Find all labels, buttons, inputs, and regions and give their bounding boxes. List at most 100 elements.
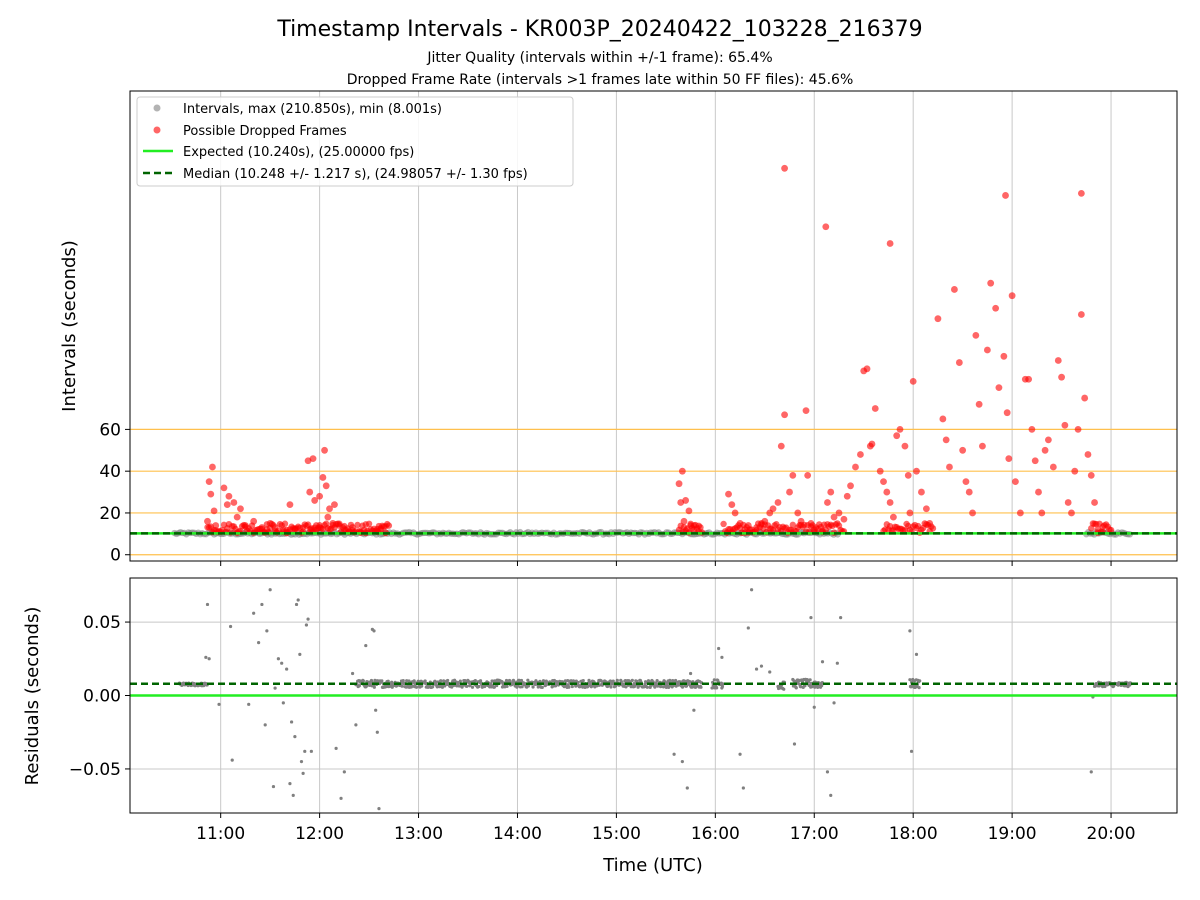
dropped-frame-point <box>774 499 782 506</box>
dropped-frame-point <box>291 526 299 534</box>
legend: Intervals, max (210.850s), min (8.001s) … <box>136 96 574 187</box>
residual-point <box>619 679 623 684</box>
residual-point <box>252 611 256 615</box>
residual-point <box>680 759 684 764</box>
residual-point <box>581 679 585 683</box>
residual-point <box>680 685 685 689</box>
residual-point <box>635 679 639 683</box>
residual-point <box>717 646 721 651</box>
dropped-frame-point <box>789 471 797 479</box>
residual-point <box>217 702 221 706</box>
dropped-frame-point <box>322 482 330 490</box>
dropped-frame-point <box>230 499 238 506</box>
dropped-frame-point <box>761 517 769 525</box>
residual-point <box>285 667 289 671</box>
dropped-frame-point <box>736 520 744 527</box>
dropped-frame-point <box>810 526 818 534</box>
dropped-frame-point <box>1012 478 1019 486</box>
residual-point <box>276 657 280 661</box>
dropped-frame-point <box>1087 471 1095 479</box>
legend-intervals-label: Intervals, max (210.850s), min (8.001s) <box>183 102 442 117</box>
residual-point <box>374 708 378 712</box>
residuals-y-tick-label: 0.05 <box>83 613 121 633</box>
dropped-frame-point <box>1000 352 1008 360</box>
residual-point <box>624 685 628 689</box>
dropped-frame-point <box>1061 421 1069 429</box>
residual-point <box>569 679 573 683</box>
dropped-frame-point <box>975 400 983 408</box>
residual-point <box>204 655 208 659</box>
dropped-frame-point <box>1003 409 1011 417</box>
dropped-frame-point <box>311 497 319 504</box>
dropped-frame-point <box>840 515 848 523</box>
residual-point <box>909 749 914 753</box>
residual-point <box>309 749 313 753</box>
dropped-frame-point <box>1008 292 1016 300</box>
dropped-frame-point <box>794 509 802 517</box>
residual-point <box>446 678 450 683</box>
residual-point <box>442 679 446 683</box>
dropped-frame-point <box>913 467 920 475</box>
dropped-frame-point <box>1091 499 1098 506</box>
residual-point <box>361 679 365 683</box>
residual-point <box>281 701 285 705</box>
dropped-frame-point <box>731 509 739 517</box>
residual-point <box>301 771 305 775</box>
dropped-frame-point <box>1038 509 1046 517</box>
dropped-frame-point <box>987 279 995 287</box>
x-tick-label: 19:00 <box>988 824 1037 844</box>
dropped-frame-point <box>939 415 947 423</box>
residual-point <box>458 679 462 683</box>
dropped-frame-point <box>909 377 917 385</box>
dropped-frame-point <box>847 482 854 490</box>
dropped-frame-point <box>306 488 314 496</box>
legend-expected-label: Expected (10.240s), (25.00000 fps) <box>183 145 414 160</box>
residual-point <box>720 655 724 659</box>
residual-point <box>782 687 786 691</box>
dropped-frame-point <box>1028 426 1036 433</box>
residuals-y-tick-label: −0.05 <box>69 760 121 780</box>
residual-point <box>505 684 509 688</box>
dropped-frame-point <box>781 164 788 172</box>
dropped-frame-point <box>365 520 373 527</box>
dropped-frame-point <box>331 501 338 508</box>
residual-point <box>768 670 772 674</box>
residual-point <box>526 684 531 688</box>
residual-point <box>492 685 496 689</box>
residual-point <box>230 758 234 762</box>
dropped-frame-point <box>250 517 258 525</box>
residuals-panel: 11:00 12:00 13:00 14:00 15:00 16:00 17:00 18:00… <box>22 577 1178 876</box>
dropped-frame-point <box>802 407 810 414</box>
dropped-frame-point <box>207 490 215 498</box>
residual-point <box>228 624 233 629</box>
dropped-frame-point <box>1044 436 1052 444</box>
residual-point <box>1103 684 1107 689</box>
dropped-frame-point <box>205 478 213 486</box>
residual-point <box>423 679 427 683</box>
residual-point <box>570 684 574 689</box>
residual-point <box>465 684 469 688</box>
dropped-frame-point <box>863 365 871 373</box>
residual-point <box>526 678 530 682</box>
dropped-frame-point <box>204 517 211 525</box>
dropped-frame-point <box>942 436 950 444</box>
residual-point <box>372 629 376 633</box>
dropped-frame-point <box>680 517 688 525</box>
residual-point <box>380 679 384 683</box>
dropped-frame-point <box>354 521 361 529</box>
dropped-frame-point <box>349 524 356 531</box>
residual-point <box>304 623 309 627</box>
dropped-frame-point <box>324 513 332 521</box>
dropped-frame-point <box>210 507 218 515</box>
dropped-frame-point <box>223 501 231 508</box>
x-tick-label: 18:00 <box>889 824 938 844</box>
dropped-frame-point <box>1035 488 1042 496</box>
residual-point <box>738 752 742 756</box>
legend-dropped-marker <box>153 126 161 134</box>
residual-point <box>609 685 613 689</box>
dropped-frame-point <box>685 507 693 515</box>
residual-point <box>273 686 277 690</box>
residual-point <box>792 742 797 746</box>
dropped-frame-point <box>901 442 909 450</box>
dropped-frame-point <box>789 521 797 529</box>
